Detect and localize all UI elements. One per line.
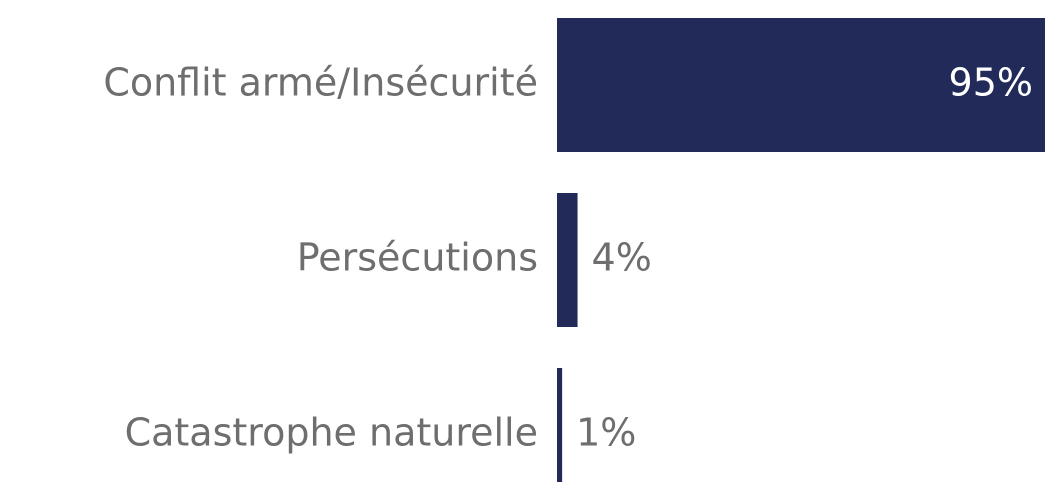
category-label: Persécutions bbox=[297, 236, 538, 280]
value-label: 95% bbox=[949, 61, 1033, 105]
category-label: Catastrophe naturelle bbox=[125, 411, 538, 455]
value-label: 4% bbox=[592, 236, 652, 280]
bar bbox=[557, 18, 1045, 152]
bar bbox=[557, 368, 563, 482]
bar bbox=[557, 193, 578, 327]
value-label: 1% bbox=[576, 411, 636, 455]
category-label: Conflit armé/Insécurité bbox=[103, 61, 538, 105]
